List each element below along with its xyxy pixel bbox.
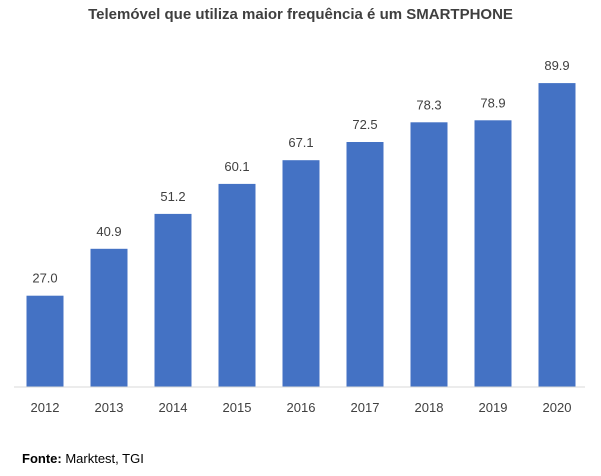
data-label-2018: 78.3 <box>416 97 441 112</box>
data-label-2020: 89.9 <box>544 58 569 73</box>
data-label-2015: 60.1 <box>224 159 249 174</box>
bar-2016 <box>282 160 320 387</box>
source-text: Marktest, TGI <box>61 451 144 466</box>
chart-title: Telemóvel que utiliza maior frequência é… <box>88 6 513 23</box>
x-tick-label-2017: 2017 <box>351 400 380 415</box>
source-note: Fonte: Marktest, TGI <box>22 451 144 466</box>
x-tick-label-2018: 2018 <box>415 400 444 415</box>
x-tick-label-2014: 2014 <box>159 400 188 415</box>
bar-2018 <box>410 122 448 388</box>
data-label-2012: 27.0 <box>32 271 57 286</box>
source-label: Fonte: <box>22 451 62 466</box>
bar-2020 <box>538 83 576 387</box>
bar-2014 <box>154 213 192 387</box>
x-tick-label-2015: 2015 <box>223 400 252 415</box>
bar-2015 <box>218 183 256 387</box>
x-tick-label-2016: 2016 <box>287 400 316 415</box>
bar-2019 <box>474 120 512 388</box>
x-tick-label-2019: 2019 <box>479 400 508 415</box>
bar-2012 <box>26 295 64 387</box>
bar-2017 <box>346 142 384 387</box>
labels-layer: 27.0 2012 40.9 2013 51.2 2014 60.1 2015 67.1 2016… <box>31 58 572 415</box>
data-label-2016: 67.1 <box>288 135 313 150</box>
x-tick-label-2013: 2013 <box>95 400 124 415</box>
data-label-2019: 78.9 <box>480 95 505 110</box>
bar-2013 <box>90 248 128 387</box>
x-tick-label-2012: 2012 <box>31 400 60 415</box>
bars-layer <box>26 83 576 388</box>
data-label-2013: 40.9 <box>96 224 121 239</box>
x-tick-label-2020: 2020 <box>543 400 572 415</box>
data-label-2014: 51.2 <box>160 189 185 204</box>
data-label-2017: 72.5 <box>352 117 377 132</box>
